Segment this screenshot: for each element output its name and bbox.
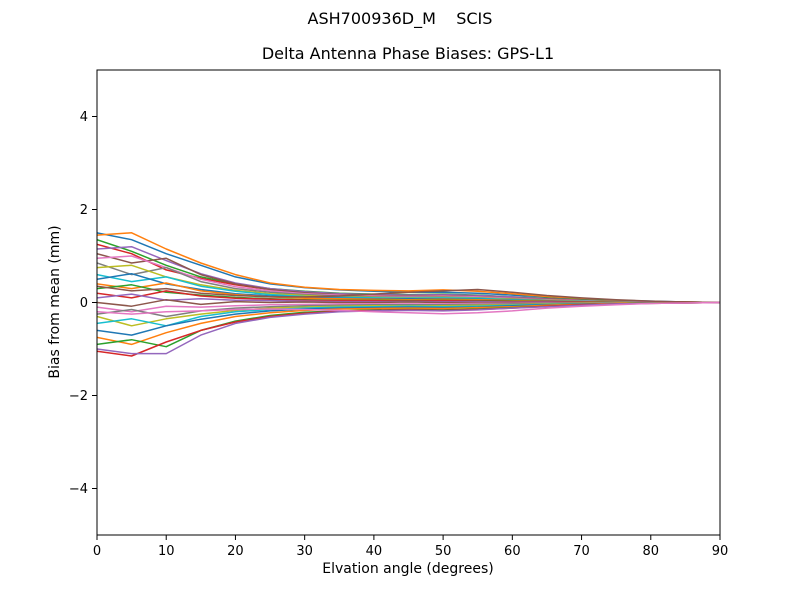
x-tick-label: 80	[643, 544, 660, 559]
y-tick-label: 0	[80, 296, 88, 311]
x-tick-label: 70	[573, 544, 590, 559]
x-tick-label: 20	[227, 544, 244, 559]
figure-title: ASH700936D_M SCIS	[307, 9, 493, 28]
x-tick-label: 40	[366, 544, 383, 559]
x-axis-label: Elvation angle (degrees)	[322, 561, 494, 577]
x-tick-label: 60	[504, 544, 521, 559]
x-tick-label: 50	[435, 544, 452, 559]
series-line	[97, 301, 720, 355]
y-tick-label: 4	[80, 110, 88, 125]
y-tick-label: −4	[69, 482, 88, 497]
y-tick-label: 2	[80, 203, 88, 218]
y-tick-label: −2	[69, 389, 88, 404]
series-line	[97, 301, 720, 315]
series-line	[97, 285, 720, 304]
axes-title: Delta Antenna Phase Biases: GPS-L1	[261, 44, 555, 63]
x-tick-label: 30	[296, 544, 313, 559]
series-line	[97, 238, 720, 304]
x-tick-label: 10	[158, 544, 175, 559]
x-tick-label: 0	[93, 544, 101, 559]
series-line	[97, 301, 720, 327]
x-tick-label: 90	[712, 544, 729, 559]
